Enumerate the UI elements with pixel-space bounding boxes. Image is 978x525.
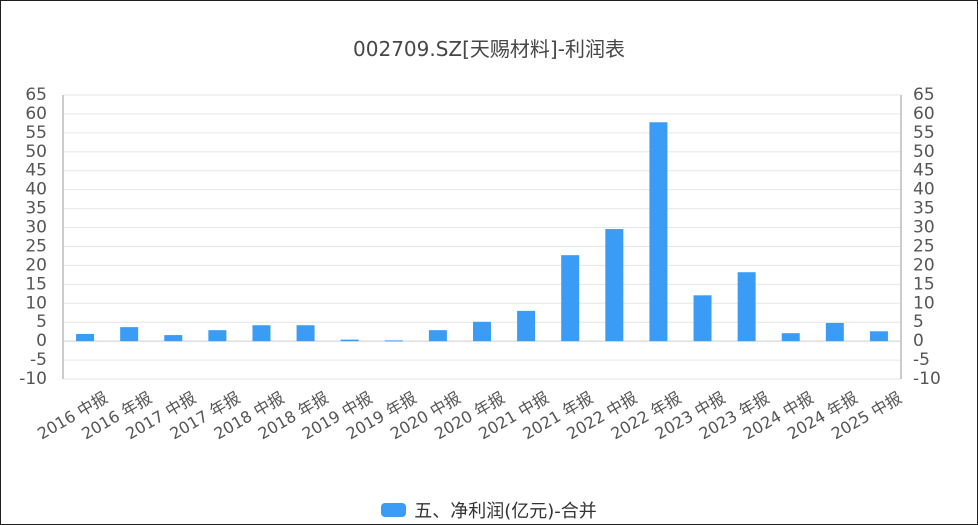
bar-7[interactable] <box>340 339 359 342</box>
bar-16[interactable] <box>737 272 756 342</box>
bar-11[interactable] <box>517 310 536 342</box>
left-y-tick-label: 35 <box>25 199 47 219</box>
left-y-tick-label: 50 <box>25 142 47 162</box>
right-y-tick-label: 45 <box>913 161 935 181</box>
bar-15[interactable] <box>693 295 712 342</box>
right-y-tick-label: 50 <box>913 142 935 162</box>
bar-3[interactable] <box>164 335 183 342</box>
bar-5[interactable] <box>252 325 271 342</box>
bar-1[interactable] <box>76 333 95 342</box>
bar-4[interactable] <box>208 330 227 342</box>
left-y-tick-label: 15 <box>25 274 47 294</box>
right-y-tick-label: 10 <box>913 293 935 313</box>
left-y-tick-label: 25 <box>25 236 47 256</box>
bar-19[interactable] <box>869 331 888 342</box>
left-y-tick-label: 30 <box>25 218 47 238</box>
left-y-tick-label: -5 <box>30 350 47 370</box>
right-y-tick-label: 35 <box>913 199 935 219</box>
legend-label: 五、净利润(亿元)-合并 <box>414 501 597 522</box>
right-y-tick-label: 5 <box>913 312 924 332</box>
left-y-tick-label: 5 <box>36 312 47 332</box>
bar-10[interactable] <box>473 321 491 342</box>
bar-13[interactable] <box>605 229 624 342</box>
bar-18[interactable] <box>825 322 844 342</box>
left-y-tick-label: 0 <box>36 331 47 351</box>
chart-title: 002709.SZ[天赐材料]-利润表 <box>353 37 625 61</box>
right-y-tick-label: 60 <box>913 104 935 124</box>
bar-17[interactable] <box>781 333 800 342</box>
left-y-tick-label: 55 <box>25 123 47 143</box>
right-y-tick-label: 15 <box>913 274 935 294</box>
left-y-tick-label: 60 <box>25 104 47 124</box>
bar-9[interactable] <box>428 330 447 342</box>
right-y-tick-label: 30 <box>913 218 935 238</box>
right-y-tick-label: 65 <box>913 85 935 105</box>
right-y-tick-label: -5 <box>913 350 930 370</box>
right-y-tick-label: 20 <box>913 255 935 275</box>
left-y-tick-label: 10 <box>25 293 47 313</box>
right-y-tick-label: 55 <box>913 123 935 143</box>
right-y-tick-label: 25 <box>913 236 935 256</box>
right-y-tick-label: 0 <box>913 331 924 351</box>
grid-lines <box>63 94 901 380</box>
bar-14[interactable] <box>649 122 668 342</box>
bar-12[interactable] <box>561 255 580 342</box>
left-y-tick-label: 45 <box>25 161 47 181</box>
left-y-tick-label: 20 <box>25 255 47 275</box>
bar-series <box>76 122 888 342</box>
left-y-tick-label: 65 <box>25 85 47 105</box>
legend-item-net-profit[interactable]: 五、净利润(亿元)-合并 <box>381 497 597 523</box>
bar-2[interactable] <box>120 327 139 342</box>
bar-8[interactable] <box>384 340 403 342</box>
right-y-tick-label: -10 <box>913 369 941 389</box>
left-y-tick-label: 40 <box>25 180 47 200</box>
left-y-tick-label: -10 <box>19 369 47 389</box>
legend: 五、净利润(亿元)-合并 <box>1 497 977 523</box>
bar-6[interactable] <box>296 325 315 342</box>
right-y-tick-label: 40 <box>913 180 935 200</box>
legend-swatch <box>381 503 407 517</box>
